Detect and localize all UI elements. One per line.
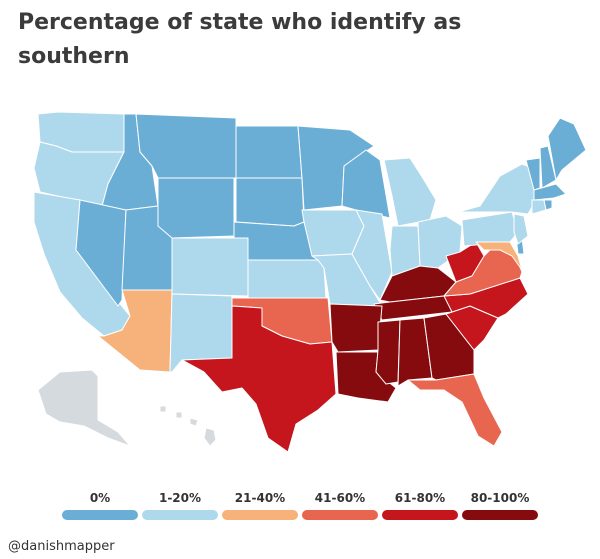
state-pennsylvania (461, 211, 519, 247)
state-maryland (475, 241, 523, 271)
us-choropleth-map (33, 111, 587, 453)
state-kansas (247, 259, 327, 299)
state-nevada (75, 199, 127, 307)
legend-item: 0% (60, 490, 140, 520)
legend-label: 21-40% (234, 491, 286, 505)
state-mississippi (375, 319, 401, 385)
state-alabama (397, 317, 433, 387)
state-south-dakota (235, 177, 305, 227)
state-illinois (351, 209, 393, 301)
legend-item: 80-100% (460, 490, 540, 520)
legend-item: 41-60% (300, 490, 380, 520)
state-connecticut (531, 199, 547, 215)
state-florida (407, 373, 503, 447)
state-new-york (457, 163, 537, 215)
state-hawaii-kauai (159, 405, 167, 413)
state-north-dakota (235, 125, 303, 179)
legend-label: 1-20% (158, 491, 202, 505)
legend-label: 61-80% (394, 491, 446, 505)
state-new-jersey (513, 213, 529, 245)
legend-label: 41-60% (314, 491, 366, 505)
legend-swatch (142, 510, 218, 520)
legend-label: 0% (89, 491, 111, 505)
legend-swatch (462, 510, 538, 520)
legend-swatch (302, 510, 378, 520)
legend-swatch (222, 510, 298, 520)
legend-swatch (382, 510, 458, 520)
legend-item: 1-20% (140, 490, 220, 520)
state-maine (547, 117, 587, 181)
state-wyoming (157, 177, 235, 239)
legend-swatch (62, 510, 138, 520)
map-title: Percentage of state who identify as sout… (18, 10, 462, 69)
state-hawaii-big-island (203, 427, 217, 447)
author-credit: @danishmapper (8, 539, 115, 554)
state-massachusetts (533, 183, 567, 201)
legend-item: 61-80% (380, 490, 460, 520)
state-colorado (171, 237, 249, 297)
legend-label: 80-100% (470, 491, 530, 505)
state-texas (181, 305, 337, 453)
state-alaska (37, 369, 131, 447)
state-hawaii-oahu (175, 411, 183, 419)
state-rhode-island (543, 199, 553, 211)
state-hawaii-maui (189, 417, 199, 427)
state-wisconsin (341, 149, 391, 219)
state-michigan (383, 157, 437, 227)
map-legend: 0% 1-20% 21-40% 41-60% 61-80% 80-100% (60, 490, 540, 520)
state-arkansas (329, 303, 383, 353)
legend-item: 21-40% (220, 490, 300, 520)
